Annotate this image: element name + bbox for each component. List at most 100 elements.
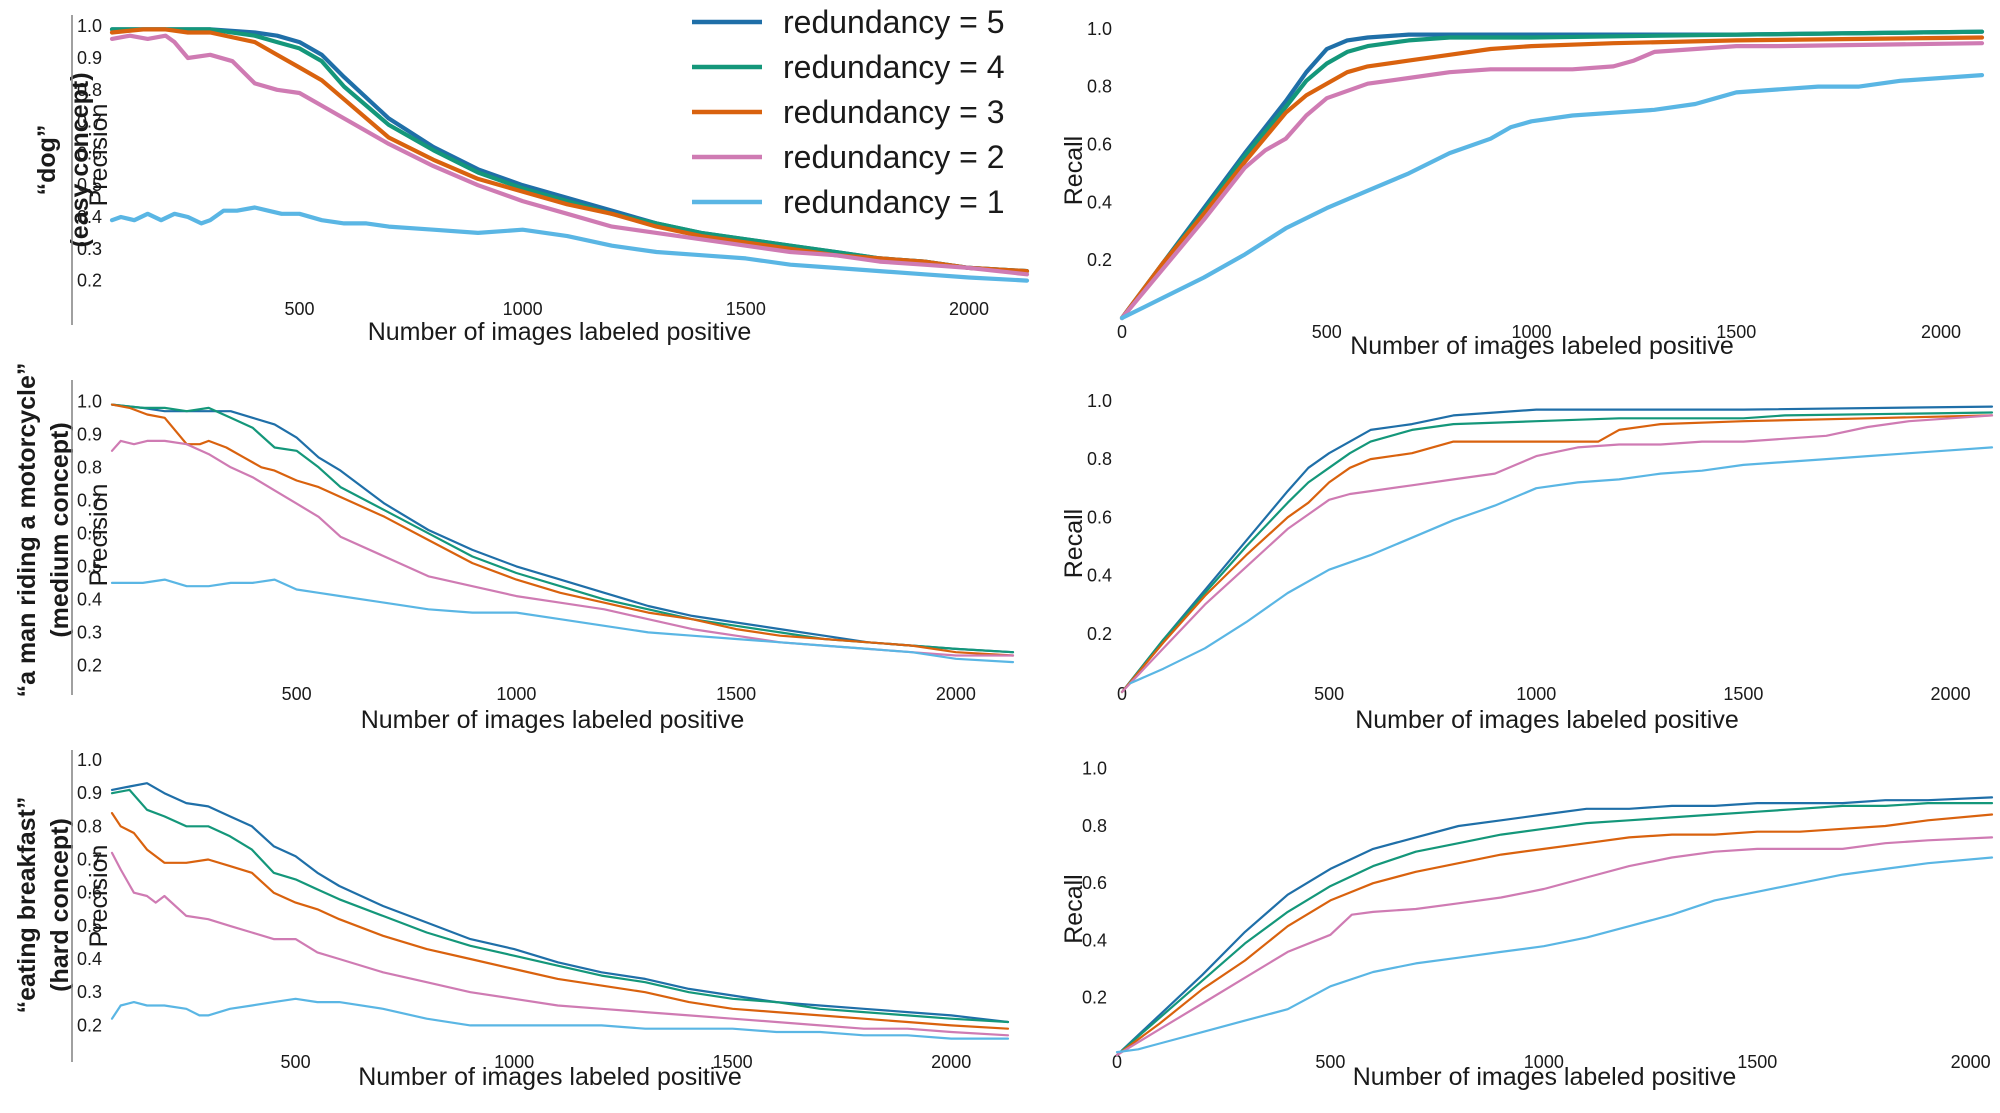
breakfast-recall-series-redundancy-1 xyxy=(1115,856,1994,1054)
y-axis-label: Precision xyxy=(85,104,113,207)
precision-ytick-label: 1.0 xyxy=(77,750,102,770)
precision-ytick-label: 0.6 xyxy=(77,523,102,543)
dog-precision-series-redundancy-1 xyxy=(109,205,1030,283)
recall-ytick-label: 1.0 xyxy=(1082,759,1107,779)
motorcycle-recall-series-redundancy-3 xyxy=(1120,414,1994,694)
dog-recall-series-redundancy-1 xyxy=(1119,72,1985,321)
precision-ytick-label: 0.5 xyxy=(77,556,102,576)
dog-recall-chart: 0.2 0.4 0.6 0.8 1.0 0 500 1000 1500 2000 Number of… xyxy=(1060,19,1985,360)
x-axis-label: Number of images labeled positive xyxy=(1355,706,1739,734)
y-axis-label: Recall xyxy=(1060,874,1088,943)
xtick-label: 2000 xyxy=(949,299,989,319)
precision-ytick-label: 0.4 xyxy=(77,207,102,227)
legend-entry-redundancy-1: redundancy = 1 xyxy=(692,184,1005,220)
breakfast-precision-chart: 0.2 0.3 0.4 0.5 0.6 0.7 0.8 0.9 1.0 500 1000 1500 20… xyxy=(77,750,1010,1091)
legend: redundancy = 5 redundancy = 4 redundancy =… xyxy=(692,4,1005,220)
row-labels: “dog” (easy concept) “a man riding a motor… xyxy=(13,15,94,1062)
motorcycle-precision-series-redundancy-1 xyxy=(110,578,1015,664)
xtick-label: 1000 xyxy=(1512,322,1552,342)
breakfast-precision-series-redundancy-5 xyxy=(110,782,1010,1024)
precision-ytick-label: 0.6 xyxy=(77,883,102,903)
xtick-label: 1500 xyxy=(716,684,756,704)
motorcycle-precision-series-redundancy-4 xyxy=(110,403,1015,654)
legend-entry-redundancy-4: redundancy = 4 xyxy=(692,49,1005,85)
precision-ytick-label: 0.8 xyxy=(77,457,102,477)
motorcycle-recall-chart: 0.2 0.4 0.6 0.8 1.0 0 500 1000 1500 2000 Number of… xyxy=(1060,391,1994,734)
precision-ytick-label: 0.8 xyxy=(77,80,102,100)
xtick-label: 1000 xyxy=(1516,684,1556,704)
x-axis-label: Number of images labeled positive xyxy=(368,318,752,346)
dog-recall-series-redundancy-2 xyxy=(1119,41,1985,321)
recall-ytick-label: 0.4 xyxy=(1082,930,1107,950)
x-axis-label: Number of images labeled positive xyxy=(1353,1063,1737,1091)
precision-ytick-label: 0.4 xyxy=(77,589,102,609)
motorcycle-recall-series-redundancy-1 xyxy=(1129,446,1994,685)
breakfast-recall-series-redundancy-2 xyxy=(1115,836,1994,1057)
precision-ytick-label: 1.0 xyxy=(77,391,102,411)
xtick-label: 1500 xyxy=(713,1052,753,1072)
recall-ytick-label: 0.2 xyxy=(1082,988,1107,1008)
motorcycle-precision-series-redundancy-3 xyxy=(110,403,1015,657)
y-axis-label: Recall xyxy=(1060,136,1088,205)
recall-ytick-label: 0.6 xyxy=(1087,507,1112,527)
recall-ytick-label: 0.8 xyxy=(1082,816,1107,836)
legend-entry-redundancy-5: redundancy = 5 xyxy=(692,4,1005,40)
breakfast-precision-series-redundancy-2 xyxy=(110,851,1010,1037)
xtick-label: 1500 xyxy=(1716,322,1756,342)
xtick-label: 0 xyxy=(1117,684,1127,704)
row-label-1: “dog” (easy concept) xyxy=(33,15,94,325)
row-label-3: “eating breakfast” (hard concept) xyxy=(13,750,74,1062)
recall-ytick-label: 0.6 xyxy=(1082,873,1107,893)
row-label-title: “dog” xyxy=(33,125,61,196)
motorcycle-recall-series-redundancy-5 xyxy=(1120,405,1994,694)
precision-ytick-label: 0.2 xyxy=(77,655,102,675)
precision-ytick-label: 0.6 xyxy=(77,143,102,163)
breakfast-precision-series-redundancy-4 xyxy=(110,788,1010,1024)
precision-ytick-label: 0.2 xyxy=(77,1015,102,1035)
dog-precision-series-redundancy-2 xyxy=(109,33,1030,277)
recall-ytick-label: 0.8 xyxy=(1087,77,1112,97)
precision-ytick-label: 0.3 xyxy=(77,982,102,1002)
precision-ytick-label: 0.9 xyxy=(77,48,102,68)
breakfast-precision-series-redundancy-3 xyxy=(110,811,1010,1030)
xtick-label: 0 xyxy=(1112,1052,1122,1072)
legend-label: redundancy = 4 xyxy=(783,49,1005,85)
row-label-difficulty: (easy concept) xyxy=(66,72,94,247)
xtick-label: 1000 xyxy=(494,1052,534,1072)
chart-grid: 0.2 0.3 0.4 0.5 0.6 0.7 0.8 0.9 1.0 500 1000 1500 20… xyxy=(77,16,1994,1091)
dog-precision-series-redundancy-4 xyxy=(109,27,1030,274)
recall-ytick-label: 0.4 xyxy=(1087,566,1112,586)
legend-label: redundancy = 1 xyxy=(783,184,1005,220)
recall-ytick-label: 0.2 xyxy=(1087,624,1112,644)
recall-ytick-label: 0.6 xyxy=(1087,134,1112,154)
xtick-label: 2000 xyxy=(1931,684,1971,704)
precision-ytick-label: 0.7 xyxy=(77,112,102,132)
row-label-title: “a man riding a motorcycle” xyxy=(13,363,41,698)
recall-ytick-label: 0.2 xyxy=(1087,250,1112,270)
precision-ytick-label: 0.9 xyxy=(77,424,102,444)
motorcycle-recall-series-redundancy-4 xyxy=(1120,411,1994,694)
xtick-label: 1000 xyxy=(503,299,543,319)
y-axis-label: Recall xyxy=(1060,509,1088,578)
y-axis-label: Precision xyxy=(85,484,113,587)
x-axis-label: Number of images labeled positive xyxy=(358,1063,742,1091)
row-label-difficulty: (hard concept) xyxy=(46,818,74,992)
precision-ytick-label: 0.2 xyxy=(77,271,102,291)
x-axis-label: Number of images labeled positive xyxy=(1350,332,1734,360)
precision-ytick-label: 0.8 xyxy=(77,816,102,836)
xtick-label: 1500 xyxy=(1723,684,1763,704)
xtick-label: 500 xyxy=(281,1052,311,1072)
breakfast-precision-series-redundancy-1 xyxy=(110,997,1010,1040)
xtick-label: 500 xyxy=(282,684,312,704)
precision-ytick-label: 1.0 xyxy=(77,16,102,36)
legend-entry-redundancy-3: redundancy = 3 xyxy=(692,94,1005,130)
dog-precision-chart: 0.2 0.3 0.4 0.5 0.6 0.7 0.8 0.9 1.0 500 1000 1500 20… xyxy=(77,16,1030,346)
xtick-label: 2000 xyxy=(936,684,976,704)
xtick-label: 500 xyxy=(1314,684,1344,704)
motorcycle-recall-series-redundancy-2 xyxy=(1120,414,1994,694)
xtick-label: 500 xyxy=(1315,1052,1345,1072)
row-label-title: “eating breakfast” xyxy=(13,797,41,1014)
recall-ytick-label: 0.8 xyxy=(1087,449,1112,469)
xtick-label: 2000 xyxy=(931,1052,971,1072)
